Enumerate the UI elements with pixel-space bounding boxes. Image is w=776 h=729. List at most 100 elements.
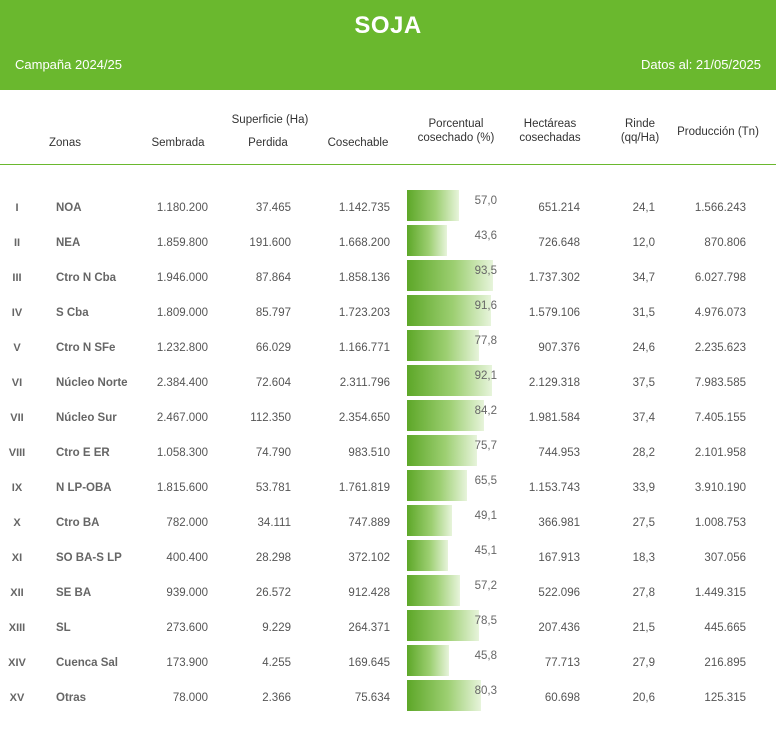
zone-name: S Cba [56,306,89,319]
perdida-value: 9.229 [262,621,291,634]
sembrada-value: 1.946.000 [156,271,208,284]
rinde-value: 18,3 [632,551,655,564]
pct-value: 45,8 [474,650,497,662]
pct-bar-cell: 57,2 [407,575,499,606]
perdida-value: 53.781 [255,481,291,494]
title-banner: SOJA Campaña 2024/25 Datos al: 21/05/202… [0,0,776,90]
pct-value: 65,5 [474,475,497,487]
pct-value: 77,8 [474,335,497,347]
cosechable-value: 1.761.819 [338,481,390,494]
hectareas-value: 77.713 [544,656,580,669]
zone-number: XII [10,586,24,599]
rinde-value: 27,8 [632,586,655,599]
sembrada-value: 1.232.800 [156,341,208,354]
header-cosechable: Cosechable [327,137,389,149]
cosechable-value: 1.668.200 [338,236,390,249]
hectareas-value: 366.981 [538,516,580,529]
pct-value: 57,2 [474,580,497,592]
table-row: XII SE BA 939.000 26.572 912.428 57,2 522.096 2… [0,575,776,610]
table-row: VIII Ctro E ER 1.058.300 74.790 983.510 75,7 7… [0,435,776,470]
hectareas-value: 60.698 [544,691,580,704]
perdida-value: 72.604 [255,376,291,389]
hectareas-value: 1.981.584 [528,411,580,424]
sembrada-value: 273.600 [166,621,208,634]
hectareas-value: 1.579.106 [528,306,580,319]
zone-number: VII [10,411,24,424]
perdida-value: 74.790 [255,446,291,459]
cosechable-value: 372.102 [348,551,390,564]
pct-bar-cell: 45,1 [407,540,499,571]
rinde-value: 20,6 [632,691,655,704]
produccion-value: 870.806 [704,236,746,249]
rinde-value: 33,9 [632,481,655,494]
pct-bar-cell: 65,5 [407,470,499,501]
table-row: V Ctro N SFe 1.232.800 66.029 1.166.771 77,8 9… [0,330,776,365]
header-hectareas-line2: cosechadas [519,132,581,144]
cosechable-value: 2.354.650 [338,411,390,424]
cosechable-value: 1.858.136 [338,271,390,284]
pct-bar [407,505,453,536]
pct-bar [407,470,468,501]
zone-name: Ctro N Cba [56,271,117,284]
header-rinde-line1: Rinde [624,118,656,130]
produccion-value: 6.027.798 [694,271,746,284]
pct-bar [407,540,449,571]
perdida-value: 26.572 [255,586,291,599]
rinde-value: 24,1 [632,201,655,214]
produccion-value: 216.895 [704,656,746,669]
zone-name: Ctro E ER [56,446,110,459]
pct-bar [407,575,460,606]
table-row: III Ctro N Cba 1.946.000 87.864 1.858.136 93,… [0,260,776,295]
sembrada-value: 1.815.600 [156,481,208,494]
zone-number: XI [11,551,23,564]
pct-bar-cell: 77,8 [407,330,499,361]
table-row: VI Núcleo Norte 2.384.400 72.604 2.311.796 92… [0,365,776,400]
table-row: XIII SL 273.600 9.229 264.371 78,5 207.436 21,5… [0,610,776,645]
cosechable-value: 169.645 [348,656,390,669]
zone-number: VI [11,376,23,389]
table-row: I NOA 1.180.200 37.465 1.142.735 57,0 651.214 2… [0,190,776,225]
produccion-value: 1.008.753 [694,516,746,529]
perdida-value: 34.111 [257,516,291,529]
hectareas-value: 907.376 [538,341,580,354]
table-header: Zonas Superficie (Ha) Sembrada Perdida C… [0,90,776,165]
rinde-value: 37,5 [632,376,655,389]
pct-value: 45,1 [474,545,497,557]
sembrada-value: 1.809.000 [156,306,208,319]
zone-name: N LP-OBA [56,481,112,494]
header-hectareas-line1: Hectáreas [523,118,577,130]
perdida-value: 28.298 [255,551,291,564]
zone-name: Núcleo Norte [56,376,128,389]
produccion-value: 445.665 [704,621,746,634]
hectareas-value: 167.913 [538,551,580,564]
perdida-value: 37.465 [255,201,291,214]
header-porcentual-line1: Porcentual [428,118,484,130]
pct-bar-cell: 49,1 [407,505,499,536]
zone-name: Cuenca Sal [56,656,118,669]
perdida-value: 66.029 [255,341,291,354]
hectareas-value: 207.436 [538,621,580,634]
produccion-value: 7.983.585 [694,376,746,389]
pct-value: 80,3 [474,685,497,697]
rinde-value: 37,4 [632,411,655,424]
campaign-label: Campaña 2024/25 [15,57,122,72]
zone-name: SE BA [56,586,92,599]
pct-bar [407,225,448,256]
pct-bar-cell: 93,5 [407,260,499,291]
table-row: IV S Cba 1.809.000 85.797 1.723.203 91,6 1.579… [0,295,776,330]
cosechable-value: 1.166.771 [338,341,390,354]
pct-bar [407,435,477,466]
zone-number: IX [11,481,23,494]
header-superficie: Superficie (Ha) [231,114,309,126]
cosechable-value: 1.723.203 [338,306,390,319]
header-perdida: Perdida [248,137,288,149]
cosechable-value: 2.311.796 [339,376,390,389]
pct-bar [407,400,485,431]
pct-bar [407,645,450,676]
produccion-value: 1.449.315 [694,586,746,599]
pct-value: 78,5 [474,615,497,627]
rinde-value: 31,5 [632,306,655,319]
cosechable-value: 264.371 [348,621,390,634]
pct-value: 57,0 [474,195,497,207]
zone-number: XIII [8,621,26,634]
